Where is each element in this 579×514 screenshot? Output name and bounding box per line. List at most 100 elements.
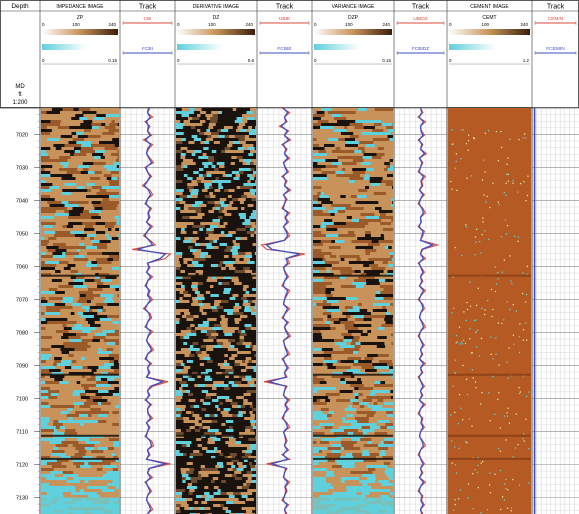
image-pixel xyxy=(105,324,118,328)
image-pixel xyxy=(378,480,390,484)
image-pixel xyxy=(224,447,233,451)
image-pixel xyxy=(250,138,256,142)
image-pixel xyxy=(53,420,59,424)
image-pixel xyxy=(103,228,109,232)
image-pixel xyxy=(186,318,194,322)
image-pixel xyxy=(96,261,103,265)
image-pixel xyxy=(68,330,83,334)
image-pixel xyxy=(217,249,225,253)
image-pixel xyxy=(356,411,365,415)
image-pixel xyxy=(248,153,254,157)
image-pixel xyxy=(219,453,224,457)
image-pixel xyxy=(245,357,252,361)
image-pixel xyxy=(111,174,119,178)
image-pixel xyxy=(221,495,226,499)
image-pixel xyxy=(240,480,247,484)
image-pixel xyxy=(237,507,243,511)
image-pixel xyxy=(245,405,251,409)
image-pixel xyxy=(251,174,256,178)
image-pixel xyxy=(241,318,250,322)
image-pixel xyxy=(80,219,93,223)
image-pixel xyxy=(320,240,332,244)
image-pixel xyxy=(207,135,212,139)
image-pixel xyxy=(179,381,184,385)
image-pixel xyxy=(313,351,325,355)
image-pixel xyxy=(488,117,496,121)
image-pixel xyxy=(116,207,119,211)
image-pixel xyxy=(41,234,55,238)
image-pixel xyxy=(361,426,371,430)
image-pixel xyxy=(91,450,104,454)
image-pixel xyxy=(214,480,222,484)
image-pixel xyxy=(353,348,360,352)
image-pixel xyxy=(183,342,188,346)
image-band xyxy=(176,373,256,376)
image-pixel xyxy=(371,330,379,334)
image-pixel xyxy=(95,360,110,364)
image-pixel xyxy=(331,108,344,112)
image-pixel xyxy=(346,441,358,445)
image-pixel xyxy=(240,291,246,295)
image-pixel xyxy=(519,162,531,166)
image-pixel xyxy=(77,312,84,316)
image-cyan-zone xyxy=(313,497,393,514)
image-pixel xyxy=(253,345,256,349)
image-pixel xyxy=(487,162,502,166)
image-pixel xyxy=(52,225,63,229)
image-pixel xyxy=(41,120,51,124)
image-pixel xyxy=(204,297,211,301)
image-pixel xyxy=(176,444,183,448)
image-pixel xyxy=(217,114,226,118)
image-pixel xyxy=(235,231,242,235)
image-pixel xyxy=(253,228,256,232)
image-pixel xyxy=(90,177,101,181)
image-pixel xyxy=(74,234,88,238)
image-pixel xyxy=(212,351,221,355)
image-pixel xyxy=(253,144,256,148)
image-pixel xyxy=(357,183,371,187)
scale-mnemonic-variance: DZP xyxy=(348,15,359,21)
image-pixel xyxy=(374,342,385,346)
image-pixel xyxy=(321,369,337,373)
image-pixel xyxy=(117,456,119,460)
image-pixel xyxy=(112,399,119,403)
image-pixel xyxy=(196,249,202,253)
image-pixel xyxy=(335,405,349,409)
image-pixel xyxy=(360,378,366,382)
image-pixel xyxy=(188,237,193,241)
image-pixel xyxy=(208,321,214,325)
image-pixel xyxy=(392,210,393,214)
image-pixel xyxy=(83,207,95,211)
image-pixel xyxy=(371,324,382,328)
image-pixel xyxy=(353,336,361,340)
image-pixel xyxy=(207,180,213,184)
image-pixel xyxy=(346,369,361,373)
image-pixel xyxy=(327,177,343,181)
image-pixel xyxy=(219,159,226,163)
image-pixel xyxy=(390,303,393,307)
image-pixel xyxy=(322,204,332,208)
image-pixel xyxy=(86,183,96,187)
image-pixel xyxy=(384,471,393,475)
image-pixel xyxy=(85,318,101,322)
image-pixel xyxy=(41,282,48,286)
image-pixel xyxy=(321,450,333,454)
image-pixel xyxy=(228,294,233,298)
image-pixel xyxy=(316,399,321,403)
image-pixel xyxy=(97,447,109,451)
image-pixel xyxy=(319,213,332,217)
image-pixel xyxy=(41,393,52,397)
image-pixel xyxy=(227,195,233,199)
image-pixel xyxy=(220,420,227,424)
image-pixel xyxy=(335,327,346,331)
scale2-max-variance: 0.15 xyxy=(382,58,391,63)
image-pixel xyxy=(87,420,99,424)
image-pixel xyxy=(223,504,230,508)
image-pixel xyxy=(313,114,326,118)
image-pixel xyxy=(345,474,350,478)
image-pixel xyxy=(333,321,341,325)
image-pixel xyxy=(207,207,213,211)
image-pixel xyxy=(179,201,186,205)
image-pixel xyxy=(251,342,256,346)
image-pixel xyxy=(368,222,373,226)
